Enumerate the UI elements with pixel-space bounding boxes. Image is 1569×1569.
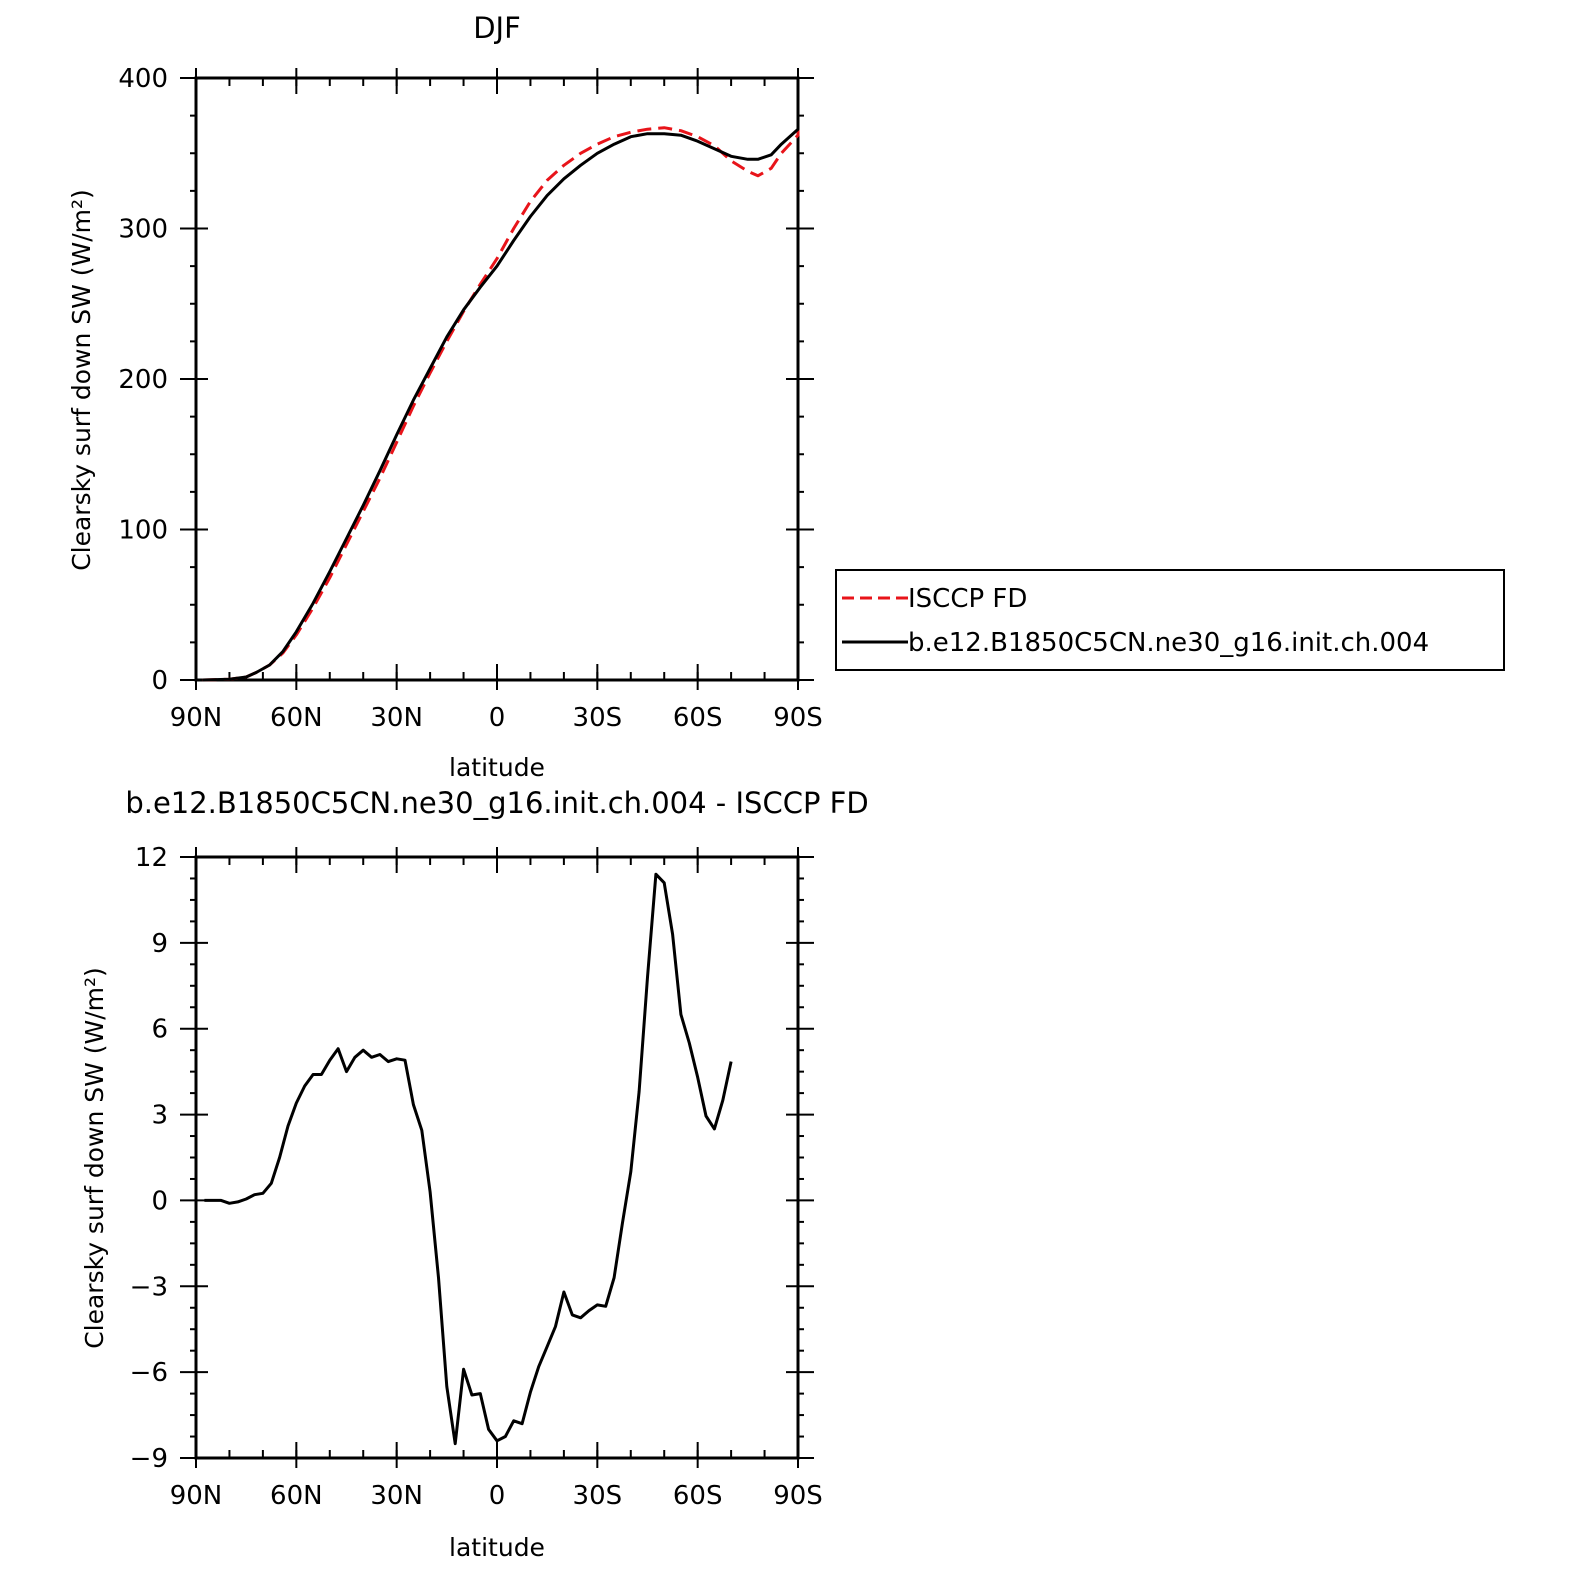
bottom-chart-title: b.e12.B1850C5CN.ne30_g16.init.ch.004 - I… xyxy=(125,786,868,820)
top-chart: DJF 90N 60N 30N 0 30S 60S 90S 0 100 200 300 400 lat… xyxy=(67,11,1505,782)
legend-box xyxy=(835,569,1505,671)
bottom-chart-y-tick-label: −6 xyxy=(130,1358,168,1388)
bottom-chart-x-tick-label: 60S xyxy=(673,1481,723,1511)
legend: ISCCP FD b.e12.B1850C5CN.ne30_g16.init.c… xyxy=(835,569,1505,671)
bottom-chart-y-tick-label: 9 xyxy=(151,929,168,959)
top-chart-y-tick-label: 0 xyxy=(151,666,168,696)
top-chart-x-tick-label: 90S xyxy=(773,703,823,733)
top-chart-x-tick-label: 60S xyxy=(673,703,723,733)
bottom-chart-y-tick-label: −3 xyxy=(130,1272,168,1302)
bottom-chart-ylabel: Clearsky surf down SW (W/m²) xyxy=(80,967,109,1349)
legend-label-isccp: ISCCP FD xyxy=(908,584,1027,614)
bottom-chart-y-tick-label: −9 xyxy=(130,1444,168,1474)
top-chart-xlabel: latitude xyxy=(449,753,545,782)
bottom-chart-x-tick-label: 30S xyxy=(573,1481,623,1511)
top-chart-x-tick-label: 0 xyxy=(489,703,506,733)
top-chart-x-tick-label: 30S xyxy=(573,703,623,733)
bottom-chart-series-0-line xyxy=(204,872,733,1446)
bottom-chart-x-tick-label: 0 xyxy=(489,1481,506,1511)
top-chart-series-1-line xyxy=(202,99,800,682)
top-chart-x-tick-label: 90N xyxy=(170,703,223,733)
top-chart-x-tick-label: 60N xyxy=(270,703,323,733)
bottom-chart-x-tick-label: 90S xyxy=(773,1481,823,1511)
bottom-chart-y-tick-label: 3 xyxy=(151,1101,168,1131)
bottom-chart-xlabel: latitude xyxy=(449,1533,545,1562)
top-chart-y-tick-label: 200 xyxy=(118,365,168,395)
top-chart-plot-frame xyxy=(194,76,800,682)
bottom-chart-plot-frame xyxy=(194,855,800,1460)
top-chart-x-tick-label: 30N xyxy=(370,703,423,733)
top-chart-series-0-line xyxy=(202,106,800,682)
bottom-chart: b.e12.B1850C5CN.ne30_g16.init.ch.004 - I… xyxy=(80,786,869,1562)
bottom-chart-x-tick-label: 60N xyxy=(270,1481,323,1511)
top-chart-title: DJF xyxy=(473,11,521,45)
top-chart-y-tick-label: 400 xyxy=(118,64,168,94)
bottom-chart-y-tick-label: 6 xyxy=(151,1015,168,1045)
top-chart-y-tick-label: 100 xyxy=(118,516,168,546)
top-chart-ylabel: Clearsky surf down SW (W/m²) xyxy=(67,189,96,571)
top-chart-y-tick-label: 300 xyxy=(118,215,168,245)
legend-label-model: b.e12.B1850C5CN.ne30_g16.init.ch.004 xyxy=(908,628,1429,658)
bottom-chart-x-tick-label: 90N xyxy=(170,1481,223,1511)
bottom-chart-y-tick-label: 12 xyxy=(135,843,168,873)
bottom-chart-x-tick-label: 30N xyxy=(370,1481,423,1511)
bottom-chart-y-tick-label: 0 xyxy=(151,1186,168,1216)
